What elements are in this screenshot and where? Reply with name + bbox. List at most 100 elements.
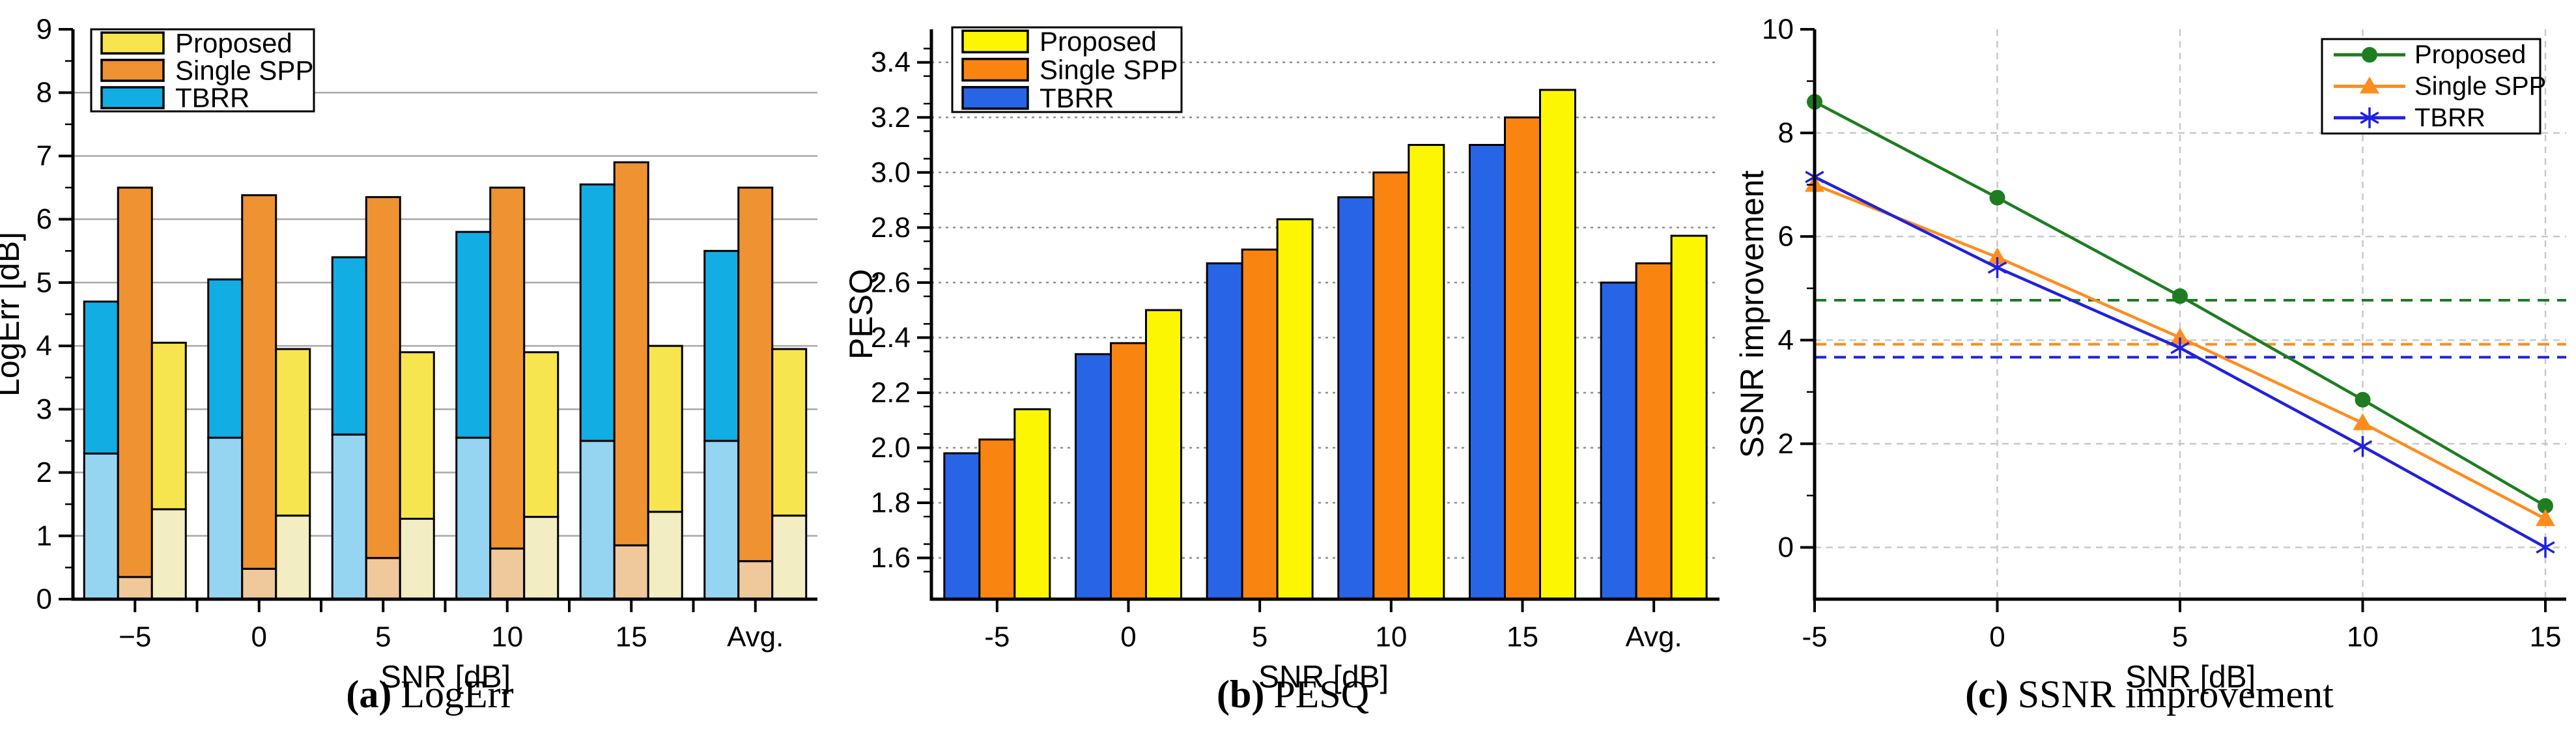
svg-text:0: 0 [1778, 531, 1794, 563]
legend-item-tbrr: TBRR [100, 83, 249, 113]
caption-label: (a) [346, 673, 392, 716]
ssnr-y-axis-label: SSNR improvement [1734, 170, 1770, 458]
svg-text:2.2: 2.2 [871, 376, 911, 408]
svg-text:15: 15 [616, 621, 647, 653]
svg-text:-5: -5 [1802, 621, 1827, 653]
ssnr-average-lines [1815, 299, 2566, 359]
bar [1539, 89, 1576, 600]
svg-text:9: 9 [36, 14, 52, 46]
svg-text:1.6: 1.6 [871, 542, 911, 574]
bar [1206, 262, 1243, 600]
bar [1276, 218, 1314, 600]
bar [1241, 248, 1279, 600]
svg-text:5: 5 [375, 621, 391, 653]
bar [1635, 262, 1673, 600]
bar [1110, 342, 1147, 600]
svg-text:2: 2 [36, 457, 52, 488]
svg-text:-5: -5 [984, 621, 1010, 653]
legend-item-proposed: Proposed [100, 28, 292, 59]
svg-text:3.0: 3.0 [871, 156, 911, 188]
svg-text:7: 7 [36, 140, 52, 172]
legend-item-tbrr: TBRR [2334, 104, 2485, 132]
legend-item-proposed: Proposed [2334, 40, 2526, 69]
ssnr-series-proposed [1807, 94, 2553, 514]
svg-text:−5: −5 [119, 621, 151, 653]
ssnr-y-ticks: 0 2 4 6 8 10 [1762, 14, 1815, 563]
logerr-series-tbrr [83, 183, 740, 600]
svg-text:0: 0 [1120, 621, 1136, 653]
pesq-x-axis-label: SNR [dB] [1258, 660, 1389, 695]
svg-text:4: 4 [36, 330, 52, 362]
bar [455, 231, 492, 439]
svg-text:1: 1 [36, 520, 52, 552]
svg-text:2.8: 2.8 [871, 212, 911, 244]
caption-pesq: (b) PESQ [1217, 672, 1369, 717]
bar [771, 348, 808, 517]
pesq-axes [929, 29, 1720, 601]
logerr-bars [83, 161, 808, 600]
pesq-y-ticks: 1.6 1.8 2.0 2.2 2.4 2.6 2.8 3.0 3.2 3.4 [871, 46, 931, 574]
svg-text:6: 6 [1778, 221, 1794, 253]
logerr-y-axis-label: LogErr [dB] [0, 232, 26, 397]
bar [150, 341, 187, 511]
legend-item-single-spp: Single SPP [2334, 72, 2546, 101]
svg-text:0: 0 [36, 584, 52, 615]
svg-text:2: 2 [1778, 428, 1794, 460]
bar [1670, 234, 1708, 600]
caption-ssnr: (c) SSNR improvement [1965, 672, 2334, 717]
bar [117, 186, 153, 578]
svg-text:3.2: 3.2 [871, 102, 911, 134]
logerr-series-proposed [150, 341, 808, 600]
ssnr-axes [1813, 29, 2566, 601]
legend-label: Proposed [2414, 40, 2526, 69]
pesq-x-ticks: -5 0 5 10 15 Avg. [984, 599, 1682, 653]
legend-label: Proposed [175, 28, 292, 59]
caption-label: (c) [1965, 673, 2009, 716]
bar [703, 249, 740, 442]
legend-label: Single SPP [175, 55, 313, 86]
svg-text:2.4: 2.4 [871, 322, 911, 354]
bar [647, 345, 683, 513]
bar [1075, 353, 1112, 600]
bar [943, 452, 981, 600]
bar [1408, 144, 1445, 600]
legend-label: Single SPP [2414, 72, 2546, 101]
pesq-bars [943, 89, 1708, 600]
bar [241, 194, 277, 570]
bar-segment-lower [737, 560, 774, 600]
svg-text:0: 0 [251, 621, 267, 653]
svg-text:Avg.: Avg. [727, 621, 784, 653]
svg-text:0: 0 [1989, 621, 2005, 653]
legend-label: TBRR [175, 83, 249, 113]
logerr-y-ticks: 0 1 2 3 4 5 6 7 8 9 [36, 14, 73, 615]
legend-label: Proposed [1040, 26, 1157, 57]
svg-text:5: 5 [1252, 621, 1267, 653]
logerr-x-ticks: −5 0 5 10 15 Avg. [119, 599, 784, 653]
legend-item-single-spp: Single SPP [100, 55, 313, 86]
svg-text:4: 4 [1778, 324, 1794, 356]
bar-segment-lower [771, 514, 808, 600]
bar [1013, 408, 1051, 600]
svg-text:5: 5 [36, 266, 52, 298]
bar [523, 351, 559, 518]
logerr-series-single-spp [117, 161, 774, 600]
bar-segment-lower [275, 514, 311, 600]
svg-text:10: 10 [1375, 621, 1407, 653]
svg-text:10: 10 [2347, 621, 2379, 653]
svg-text:3.4: 3.4 [871, 46, 911, 78]
legend-item-single-spp: Single SPP [961, 55, 1178, 85]
svg-text:8: 8 [36, 77, 52, 109]
bar [1145, 309, 1182, 600]
legend-item-tbrr: TBRR [961, 83, 1114, 113]
pesq-y-axis-label: PESQ [843, 269, 879, 359]
bar-segment-lower [83, 452, 119, 600]
logerr-gridlines [73, 91, 817, 537]
logerr-x-axis-label: SNR [dB] [380, 660, 511, 695]
caption-label: (b) [1216, 673, 1265, 716]
bar-segment-lower [399, 518, 435, 600]
